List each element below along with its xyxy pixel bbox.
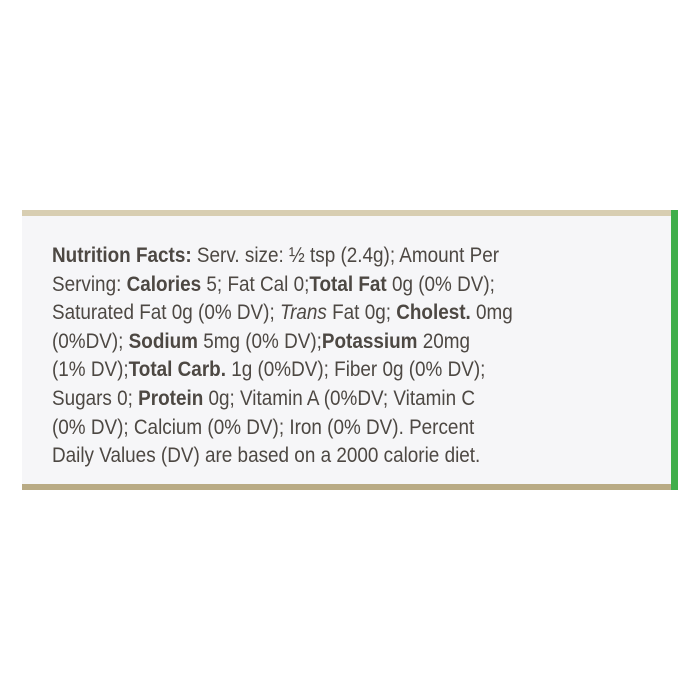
- text-line: (0% DV); Calcium (0% DV); Iron (0% DV). …: [52, 414, 513, 443]
- text-segment: Serv. size: ½ tsp (2.4g); Amount Per: [191, 244, 500, 267]
- text-segment: 0g; Vitamin A (0%DV; Vitamin C: [203, 386, 475, 410]
- nutrient-name: Calories: [126, 272, 202, 296]
- text-line: Daily Values (DV) are based on a 2000 ca…: [52, 442, 513, 471]
- nutrient-name: Sodium: [128, 329, 198, 353]
- text-segment: Saturated Fat 0g (0% DV);: [52, 301, 280, 325]
- nutrient-name: Nutrition Facts:: [52, 244, 192, 267]
- text-segment: (1% DV);: [52, 358, 129, 382]
- text-segment: Serving:: [52, 272, 127, 296]
- text-line: (0%DV); Sodium 5mg (0% DV);Potassium 20m…: [52, 328, 513, 357]
- text-line: Nutrition Facts: Serv. size: ½ tsp (2.4g…: [52, 242, 513, 271]
- nutrient-name: Protein: [138, 386, 204, 410]
- text-line: Sugars 0; Protein 0g; Vitamin A (0%DV; V…: [52, 385, 513, 414]
- text-segment: Sugars 0;: [52, 386, 139, 410]
- text-line: Serving: Calories 5; Fat Cal 0;Total Fat…: [52, 271, 513, 300]
- text-line: (1% DV);Total Carb. 1g (0%DV); Fiber 0g …: [52, 356, 513, 385]
- text-line: Saturated Fat 0g (0% DV); Trans Fat 0g; …: [52, 299, 513, 328]
- nutrient-name: Total Carb.: [128, 358, 226, 382]
- text-segment: 0mg: [470, 301, 513, 325]
- text-segment: Trans: [279, 301, 327, 325]
- text-segment: (0% DV); Calcium (0% DV); Iron (0% DV). …: [52, 415, 475, 439]
- green-edge: [671, 210, 678, 490]
- text-segment: Daily Values (DV) are based on a 2000 ca…: [52, 444, 481, 468]
- nutrition-label: Nutrition Facts: Serv. size: ½ tsp (2.4g…: [22, 210, 678, 490]
- nutrient-name: Potassium: [321, 329, 418, 353]
- text-segment: 1g (0%DV); Fiber 0g (0% DV);: [225, 358, 486, 382]
- text-segment: 0g (0% DV);: [386, 272, 495, 296]
- nutrition-facts-text: Nutrition Facts: Serv. size: ½ tsp (2.4g…: [52, 242, 564, 471]
- text-segment: (0%DV);: [52, 329, 129, 353]
- nutrient-name: Total Fat: [309, 272, 387, 296]
- text-segment: Fat 0g;: [326, 301, 397, 325]
- text-segment: 5; Fat Cal 0;: [201, 272, 310, 296]
- text-segment: 20mg: [417, 329, 471, 353]
- nutrient-name: Cholest.: [396, 301, 471, 325]
- text-segment: 5mg (0% DV);: [197, 329, 322, 353]
